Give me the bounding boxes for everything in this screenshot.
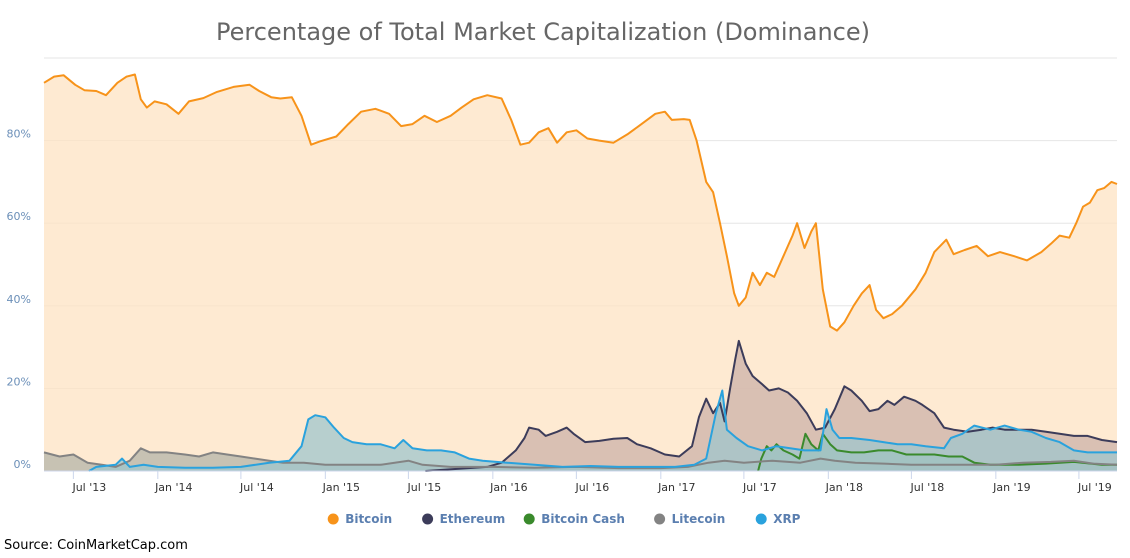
chart-title: Percentage of Total Market Capitalizatio… (216, 18, 870, 46)
series-lines (43, 73, 1118, 472)
x-tick-label: Jul '16 (574, 481, 609, 494)
x-tick-label: Jan '14 (154, 481, 192, 494)
legend-marker (654, 513, 666, 525)
legend-item-litecoin[interactable]: Litecoin (654, 512, 725, 526)
source-note: Source: CoinMarketCap.com (4, 538, 188, 553)
x-tick-label: Jul '19 (1077, 481, 1112, 494)
legend-marker (327, 513, 339, 525)
legend-marker (523, 513, 535, 525)
axes: 0% 20% 40% 60% 80% Jul '13 Jan '14 Jul '14 Jan '… (7, 128, 1117, 494)
dominance-area-chart: Percentage of Total Market Capitalizatio… (7, 18, 1118, 526)
x-tick-label: Jul '13 (71, 481, 106, 494)
y-tick-label: 0% (14, 458, 31, 471)
legend-marker (422, 513, 434, 525)
legend-label: XRP (773, 512, 800, 526)
legend-item-ethereum[interactable]: Ethereum (422, 512, 505, 526)
legend-item-xrp[interactable]: XRP (755, 512, 801, 526)
y-tick-label: 20% (7, 375, 31, 388)
x-tick-label: Jan '15 (322, 481, 360, 494)
line-litecoin (43, 447, 1118, 470)
x-tick-label: Jul '17 (742, 481, 777, 494)
y-tick-label: 80% (7, 128, 31, 141)
y-tick-label: 40% (7, 293, 31, 306)
legend-label: Bitcoin Cash (541, 512, 625, 526)
legend-item-bitcoin[interactable]: Bitcoin (327, 512, 393, 526)
legend-label: Bitcoin (345, 512, 392, 526)
legend-item-bitcoin-cash[interactable]: Bitcoin Cash (523, 512, 625, 526)
legend-label: Litecoin (672, 512, 726, 526)
series-areas (44, 74, 1117, 471)
x-tick-label: Jan '19 (992, 481, 1030, 494)
x-tick-label: Jan '17 (657, 481, 695, 494)
line-xrp (88, 389, 1117, 472)
area-ethereum (425, 340, 1117, 471)
legend-label: Ethereum (440, 512, 506, 526)
line-ethereum (425, 339, 1118, 472)
legend: Bitcoin Ethereum Bitcoin Cash Litecoin XRP (327, 512, 801, 526)
x-tick-label: Jan '18 (825, 481, 863, 494)
x-tick-label: Jan '16 (489, 481, 527, 494)
area-xrp (89, 390, 1117, 471)
legend-marker (755, 513, 767, 525)
y-tick-label: 60% (7, 210, 31, 223)
area-bitcoin (44, 74, 1117, 471)
x-tick-label: Jul '14 (239, 481, 274, 494)
x-tick-label: Jul '15 (406, 481, 441, 494)
x-tick-label: Jul '18 (909, 481, 944, 494)
line-bitcoin (43, 73, 1118, 332)
